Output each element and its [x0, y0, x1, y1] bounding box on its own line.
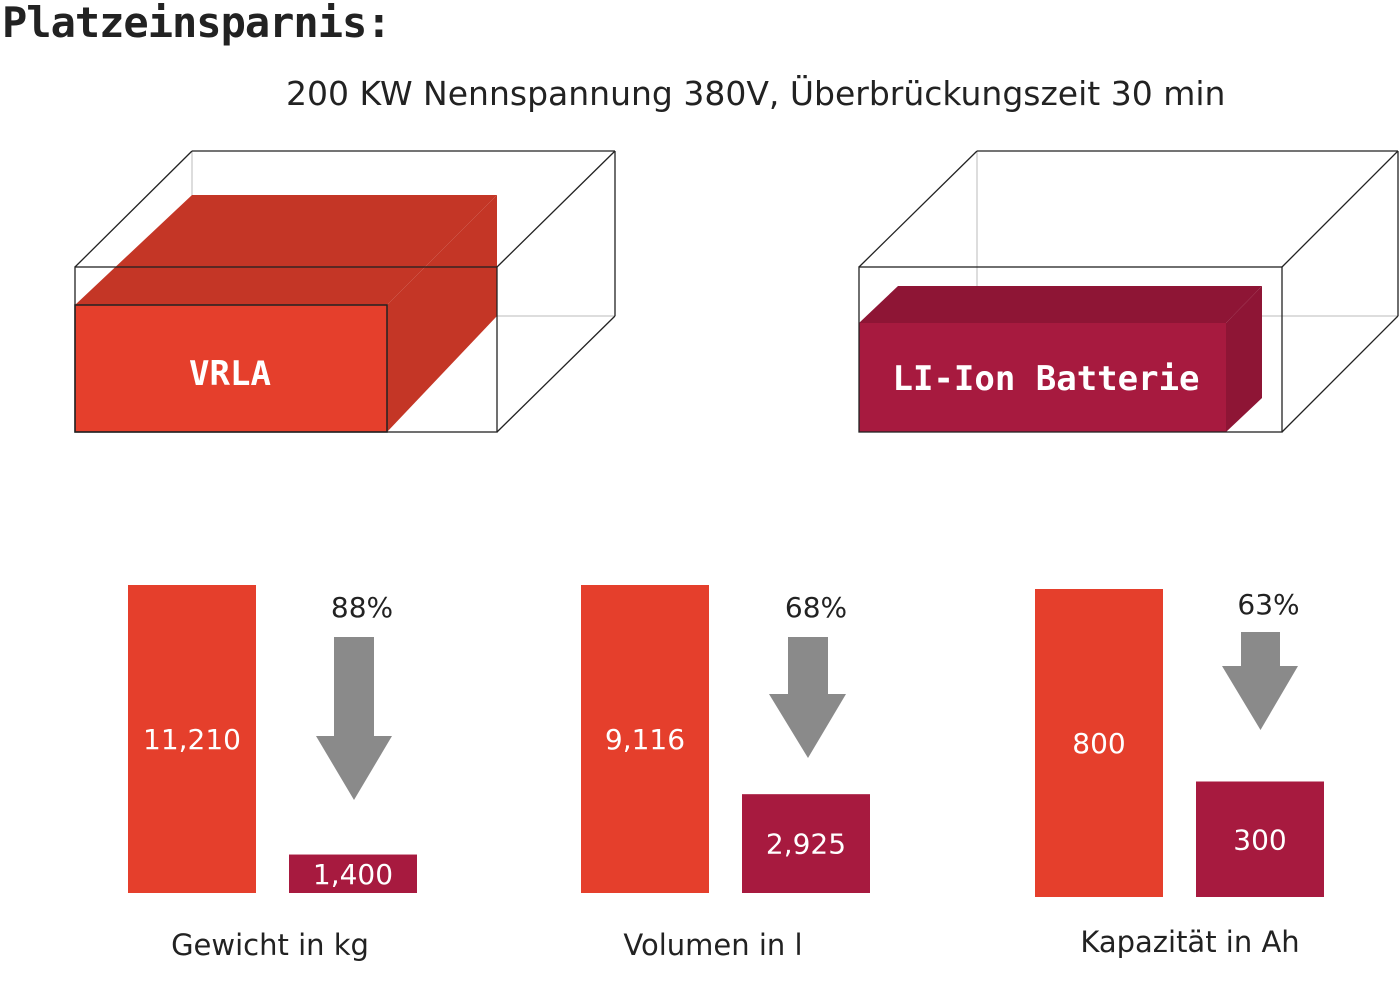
chart-kapazitaet: 800 300 63% Kapazität in Ah — [1035, 588, 1324, 959]
chart-gewicht: 11,210 1,400 88% Gewicht in kg — [128, 585, 417, 962]
reduction-arrow-icon — [316, 637, 392, 800]
li-ion-bar — [742, 794, 870, 893]
vrla-container-front — [74, 150, 616, 433]
chart-x-label: Volumen in l — [623, 928, 802, 962]
vrla-value-label: 11,210 — [143, 723, 241, 756]
reduction-arrow-icon — [769, 637, 846, 758]
li-ion-value-label: 1,400 — [313, 858, 393, 891]
li-ion-bar — [1196, 781, 1324, 897]
reduction-percent-label: 88% — [331, 591, 393, 624]
li-ion-value-label: 300 — [1233, 823, 1286, 856]
chart-x-label: Gewicht in kg — [171, 928, 369, 962]
vrla-bar — [581, 585, 709, 893]
vrla-box-label: VRLA — [189, 354, 271, 394]
reduction-percent-label: 68% — [785, 591, 847, 624]
chart-x-label: Kapazität in Ah — [1080, 925, 1299, 959]
li-container-front — [858, 150, 1399, 433]
li-ion-battery-block: LI-Ion Batterie — [859, 286, 1262, 432]
vrla-battery-block: VRLA — [74, 195, 497, 433]
reduction-percent-label: 63% — [1237, 588, 1299, 621]
page-subtitle: 200 KW Nennspannung 380V, Überbrückungsz… — [286, 74, 1226, 113]
vrla-value-label: 800 — [1072, 727, 1125, 760]
vrla-bar — [128, 585, 256, 893]
li-ion-bar — [289, 854, 417, 893]
li-ion-value-label: 2,925 — [766, 828, 846, 861]
chart-volumen: 9,116 2,925 68% Volumen in l — [581, 585, 870, 962]
page-title: Platzeinsparnis: — [2, 0, 392, 47]
li-ion-box-label: LI-Ion Batterie — [892, 359, 1199, 399]
vrla-value-label: 9,116 — [605, 723, 685, 756]
reduction-arrow-icon — [1222, 632, 1298, 730]
vrla-bar — [1035, 589, 1163, 897]
